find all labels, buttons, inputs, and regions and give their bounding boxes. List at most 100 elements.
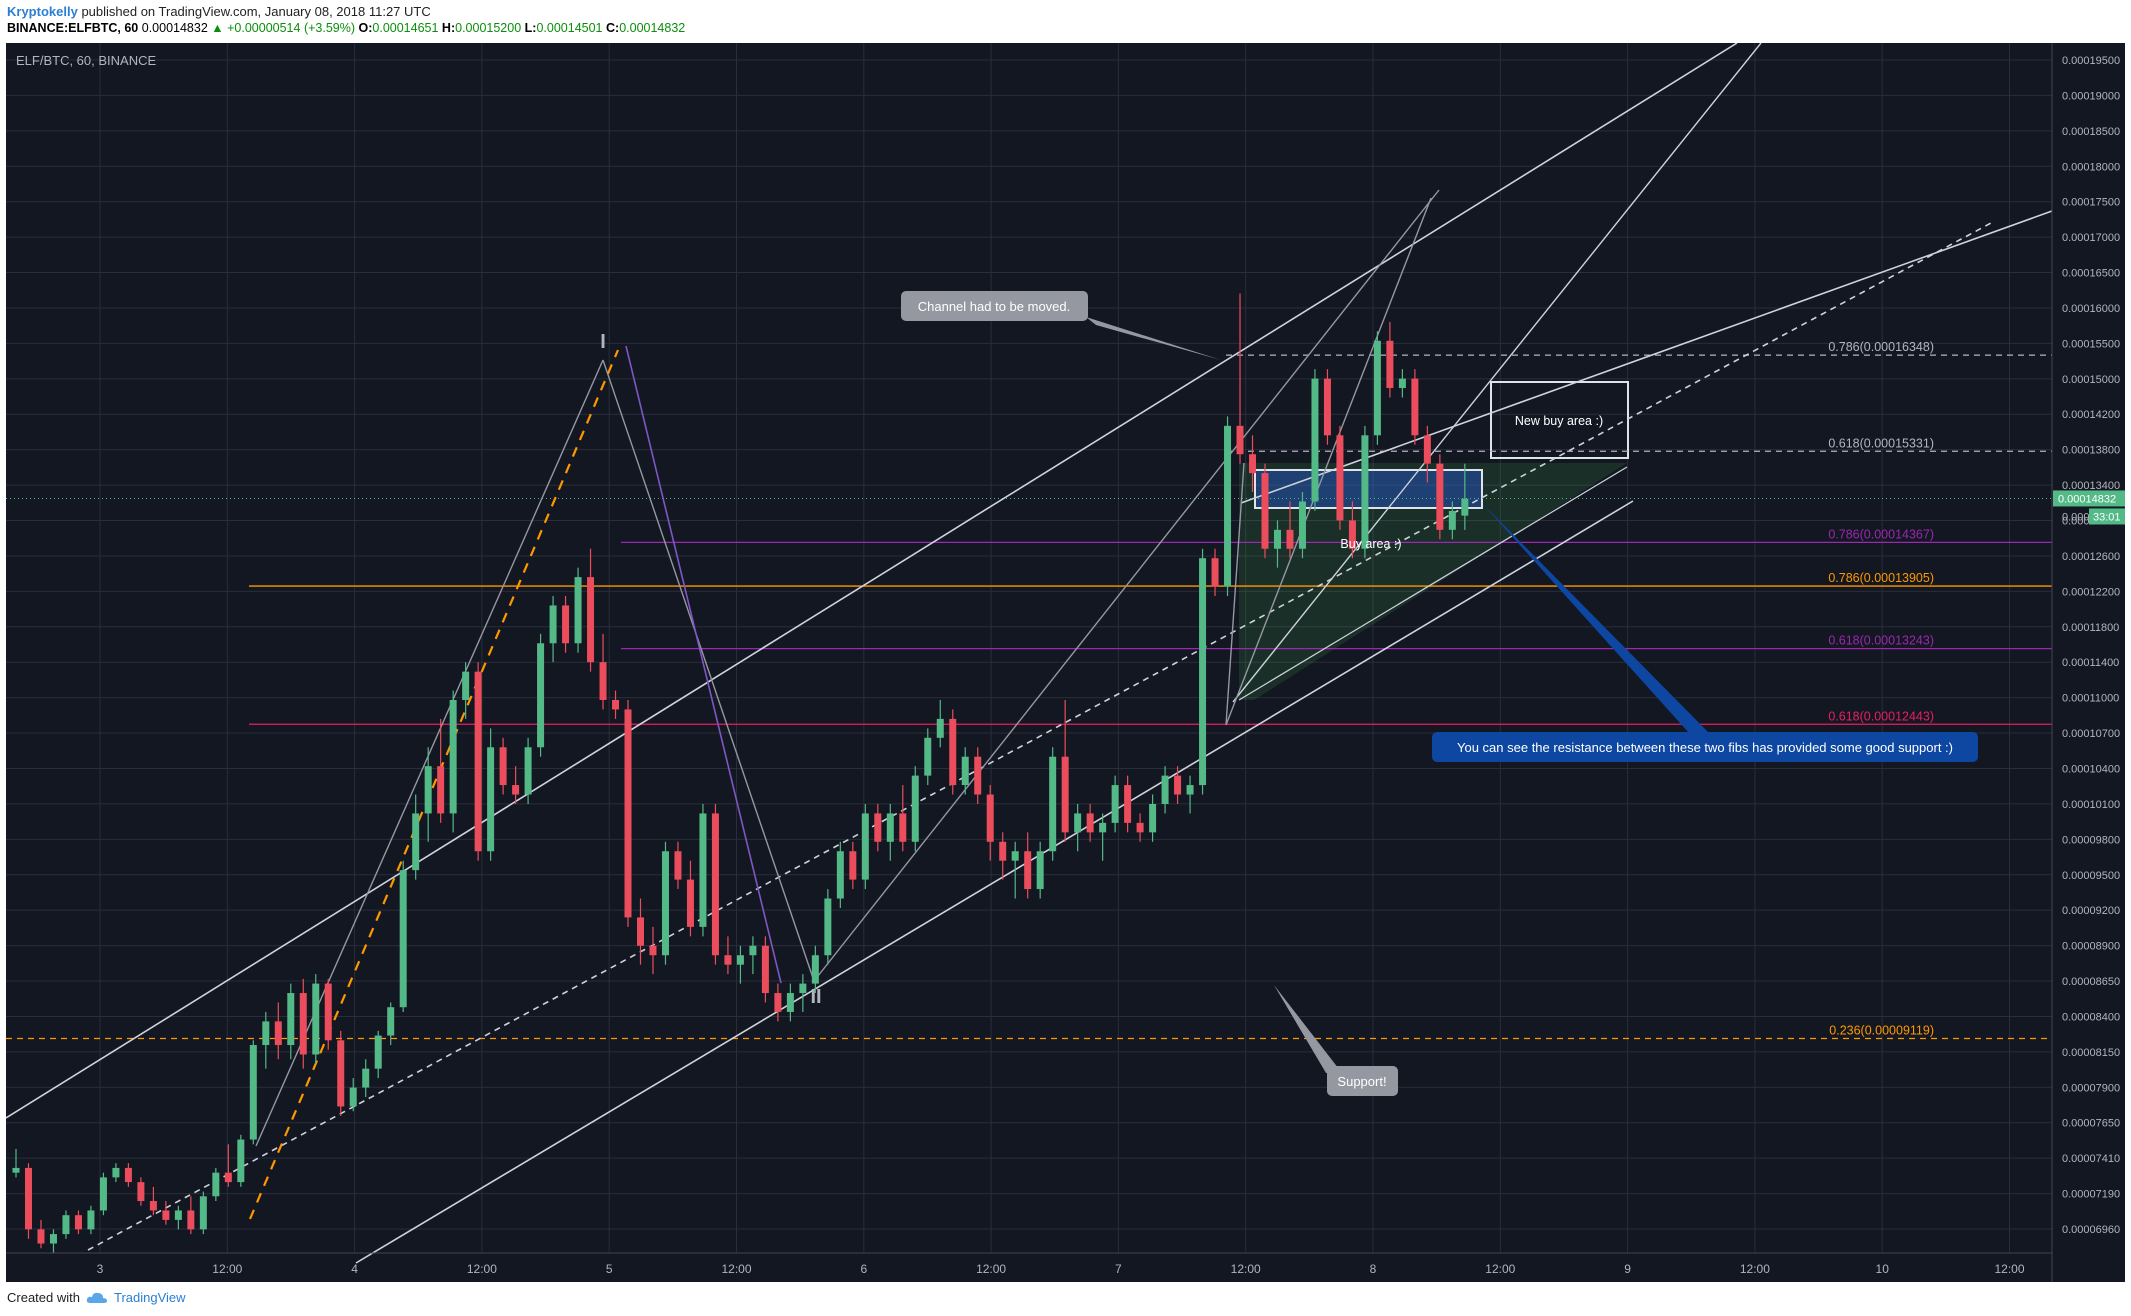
candle-body: [899, 813, 907, 842]
candle-body: [1149, 803, 1157, 833]
candle-body: [624, 709, 632, 918]
candle-body: [1086, 813, 1094, 833]
price-axis-label: 0.00013800: [2062, 445, 2120, 457]
price-axis-label: 0.00009800: [2062, 834, 2120, 846]
chart-title: ELF/BTC, 60, BINANCE: [16, 53, 156, 68]
price-axis-label: 0.00011800: [2062, 622, 2119, 634]
candle-body: [62, 1215, 70, 1235]
time-axis-label: 12:00: [212, 1262, 242, 1276]
candle-body: [437, 766, 445, 814]
time-axis-label: 8: [1370, 1262, 1377, 1276]
price-axis-label: 0.00017000: [2062, 232, 2120, 244]
trend-lines: [6, 43, 2053, 1264]
price-axis-label: 0.00007190: [2062, 1189, 2120, 1201]
price-axis-label: 0.00007900: [2062, 1082, 2120, 1094]
candle-body: [1061, 756, 1069, 833]
candle-body: [1436, 463, 1444, 530]
price-axis-label: 0.00019500: [2062, 55, 2120, 67]
low-value: 0.00014501: [536, 21, 603, 35]
candle-body: [949, 718, 957, 786]
current-price-tag: [2053, 490, 2125, 507]
tradingview-cloud-icon: [86, 1292, 107, 1303]
candle-body: [874, 813, 882, 842]
trend-line[interactable]: [1225, 462, 1245, 726]
candle-body: [1423, 435, 1431, 464]
candle-body: [487, 747, 495, 852]
time-axis-label: 12:00: [976, 1262, 1006, 1276]
candle-body: [337, 1040, 345, 1107]
candle-body: [312, 983, 320, 1055]
callout-channel-moved-text: Channel had to be moved.: [918, 299, 1071, 314]
trend-line[interactable]: [625, 345, 782, 984]
candle-body: [1136, 822, 1144, 833]
candle-body: [299, 993, 307, 1055]
price-axis-label: 0.00015000: [2062, 374, 2120, 386]
callout-resistance-note[interactable]: [1432, 732, 1978, 762]
price-axis-label: 0.00014200: [2062, 409, 2120, 421]
candle-body: [1398, 378, 1406, 389]
time-axis-label: 6: [860, 1262, 867, 1276]
candle-body: [799, 983, 807, 994]
candle-body: [1348, 520, 1356, 549]
last-price: 0.00014832: [141, 21, 208, 35]
candle-body: [911, 775, 919, 842]
price-axis-label: 0.00011000: [2062, 693, 2119, 705]
new-buy-area-label: New buy area :): [1515, 414, 1603, 428]
trend-line[interactable]: [355, 500, 1634, 1264]
trend-line[interactable]: [248, 349, 620, 1220]
trend-line[interactable]: [1232, 43, 1762, 703]
candle-body: [474, 671, 482, 852]
callout-support[interactable]: [1327, 1066, 1398, 1096]
candle-body: [1336, 435, 1344, 521]
price-axis-label: 0.00019000: [2062, 90, 2120, 102]
chart-area[interactable]: 0.786(0.00016348) 0.618(0.00015331) 0.786(…: [6, 43, 2125, 1282]
time-axis-label: 7: [1115, 1262, 1122, 1276]
trend-line[interactable]: [1238, 466, 1628, 701]
candle-body: [24, 1167, 32, 1230]
candle-body: [686, 879, 694, 927]
price-axis-label: 0.00010100: [2062, 799, 2120, 811]
trend-line[interactable]: [1240, 210, 2053, 504]
candle-body: [362, 1068, 370, 1088]
buy-zone-highlight-box[interactable]: [1254, 469, 1483, 509]
candle-body: [387, 1007, 395, 1036]
candle-body: [736, 955, 744, 965]
price-axis-label: 0.00017500: [2062, 197, 2120, 209]
high-label: H:: [441, 21, 456, 35]
candle-body: [1111, 785, 1119, 823]
trend-line[interactable]: [87, 222, 1992, 1251]
trend-line[interactable]: [813, 189, 1440, 982]
candle-body: [1024, 851, 1032, 890]
candle-body: [849, 851, 857, 880]
fib-level-label: 0.236(0.00009119): [1829, 1024, 1934, 1038]
trend-line[interactable]: [6, 43, 1738, 1119]
candle-body: [711, 813, 719, 956]
candle-body: [199, 1196, 207, 1230]
candle-body: [499, 747, 507, 786]
trend-line[interactable]: [255, 359, 604, 1147]
candle-body: [1373, 340, 1381, 436]
ohlc-info: BINANCE:ELFBTC, 60 0.00014832 ▲ +0.00000…: [7, 21, 685, 35]
price-axis-label: 0.00008400: [2062, 1011, 2120, 1023]
candle-body: [1298, 501, 1306, 549]
tradingview-brand[interactable]: TradingView: [113, 1290, 186, 1305]
chart-canvas[interactable]: 0.786(0.00016348) 0.618(0.00015331) 0.786(…: [6, 43, 2125, 1282]
author-name[interactable]: Kryptokelly: [7, 4, 78, 19]
trend-line[interactable]: [602, 359, 815, 982]
candle-body: [462, 671, 470, 700]
price-axis-label: 0.00016000: [2062, 303, 2120, 315]
candle-body: [1236, 425, 1244, 455]
callout-channel-moved[interactable]: [901, 291, 1088, 321]
candle-body: [349, 1087, 357, 1107]
candle-body: [574, 577, 582, 644]
candles: [12, 293, 1469, 1253]
candle-body: [599, 662, 607, 700]
trend-line[interactable]: [1225, 197, 1432, 726]
price-axis-label: 0.00016500: [2062, 268, 2120, 280]
candle-body: [49, 1234, 57, 1244]
new-buy-area-box[interactable]: [1490, 381, 1629, 459]
price-axis-label: 0.00015500: [2062, 338, 2120, 350]
fib-level-label: 0.618(0.00015331): [1828, 436, 1934, 450]
price-axis-label: 0.00012200: [2062, 586, 2120, 598]
